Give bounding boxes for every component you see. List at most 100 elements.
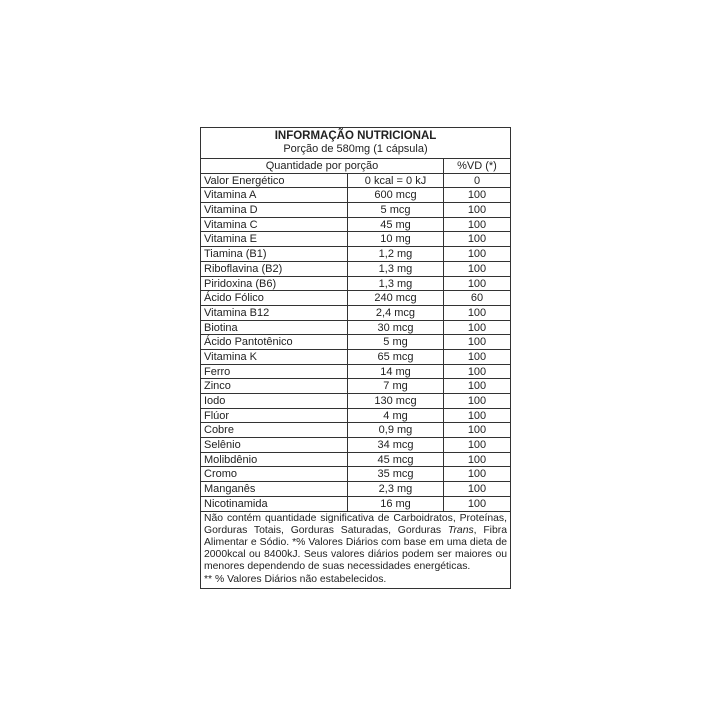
column-header-row: Quantidade por porção %VD (*)	[201, 159, 510, 174]
nutrient-row: Ácido Fólico 240 mcg 60	[201, 291, 510, 306]
nutrient-vd: 100	[467, 233, 487, 246]
nutrient-row: Vitamina A 600 mcg 100	[201, 188, 510, 204]
nutrient-vd: 100	[467, 483, 487, 496]
nutrient-vd: 100	[467, 409, 487, 422]
nutrient-row: Ácido Pantotênico 5 mg 100	[201, 335, 510, 350]
nutrient-row: Iodo 130 mcg 100	[201, 394, 510, 409]
nutrient-name: Biotina	[201, 320, 348, 335]
nutrient-row: Valor Energético 0 kcal = 0 kJ 0	[201, 173, 510, 189]
nutrient-row: Cromo 35 mcg 100	[201, 467, 510, 483]
nutrient-amount: 600 mcg	[348, 188, 444, 203]
nutrient-amount: 30 mcg	[348, 320, 444, 335]
nutrient-amount: 34 mcg	[348, 438, 444, 452]
nutrient-vd: 100	[467, 306, 487, 319]
nutrient-vd: 100	[467, 395, 487, 407]
nutrient-amount: 2,4 mcg	[348, 305, 444, 320]
title-block: INFORMAÇÃO NUTRICIONAL Porção de 580mg (…	[201, 128, 510, 159]
footnote-part1: Não contém quantidade significativa de C…	[204, 512, 507, 536]
nutrient-name: Zinco	[201, 379, 348, 393]
footnote-part3: ** % Valores Diários não estabelecidos.	[204, 573, 387, 585]
nutrient-amount: 14 mg	[348, 364, 444, 379]
nutrient-amount: 35 mcg	[348, 467, 444, 482]
nutrient-row: Cobre 0,9 mg 100	[201, 423, 510, 439]
nutrient-amount: 2,3 mg	[348, 482, 444, 496]
nutrient-amount: 65 mcg	[348, 349, 444, 364]
nutrient-row: Vitamina E 10 mg 100	[201, 232, 510, 248]
nutrient-vd: 0	[473, 174, 481, 187]
nutrient-row: Piridoxina (B6) 1,3 mg 100	[201, 276, 510, 292]
footnote-trans: Trans	[447, 524, 474, 536]
nutrient-name: Nicotinamida	[201, 496, 348, 511]
nutrient-name: Riboflavina (B2)	[201, 261, 348, 276]
nutrition-facts-table: INFORMAÇÃO NUTRICIONAL Porção de 580mg (…	[200, 127, 511, 589]
nutrient-name: Vitamina E	[201, 232, 348, 247]
footnote-part2: , Fibra Alimentar e Sódio. *% Valores Di…	[204, 524, 507, 573]
nutrient-name: Vitamina C	[201, 217, 348, 232]
vd-header: %VD (*)	[457, 160, 497, 172]
nutrient-name: Iodo	[201, 394, 348, 408]
nutrient-vd: 100	[467, 321, 487, 334]
nutrient-amount: 45 mcg	[348, 452, 444, 467]
nutrient-row: Ferro 14 mg 100	[201, 364, 510, 380]
nutrient-amount: 5 mcg	[348, 203, 444, 217]
nutrient-vd: 100	[467, 453, 487, 466]
nutrient-row: Zinco 7 mg 100	[201, 379, 510, 394]
nutrient-amount: 16 mg	[348, 496, 444, 511]
nutrient-row: Vitamina B12 2,4 mcg 100	[201, 305, 510, 321]
nutrient-row: Nicotinamida 16 mg 100	[201, 496, 510, 512]
nutrient-amount: 1,3 mg	[348, 276, 444, 291]
portion-text: Porção de 580mg (1 cápsula)	[283, 143, 428, 155]
nutrient-row: Vitamina K 65 mcg 100	[201, 349, 510, 365]
nutrient-name: Vitamina K	[201, 349, 348, 364]
nutrient-name: Valor Energético	[201, 173, 348, 188]
nutrient-vd: 100	[467, 365, 487, 378]
nutrient-name: Vitamina A	[201, 188, 348, 203]
footnote: Não contém quantidade significativa de C…	[201, 512, 510, 588]
nutrient-row: Selênio 34 mcg 100	[201, 438, 510, 453]
nutrient-row: Riboflavina (B2) 1,3 mg 100	[201, 261, 510, 277]
nutrient-amount: 45 mg	[348, 217, 444, 232]
nutrient-row: Flúor 4 mg 100	[201, 408, 510, 424]
nutrient-amount: 10 mg	[348, 232, 444, 247]
nutrient-vd: 100	[467, 424, 487, 437]
nutrient-amount: 5 mg	[348, 335, 444, 349]
nutrient-amount: 1,3 mg	[348, 261, 444, 276]
nutrient-vd: 100	[467, 189, 487, 202]
label-title: INFORMAÇÃO NUTRICIONAL	[274, 130, 437, 142]
nutrient-vd: 60	[470, 292, 484, 305]
nutrient-name: Ferro	[201, 364, 348, 379]
nutrient-amount: 240 mcg	[348, 291, 444, 305]
nutrient-amount: 0,9 mg	[348, 423, 444, 438]
nutrient-name: Vitamina D	[201, 203, 348, 217]
nutrient-vd: 100	[467, 468, 487, 481]
nutrient-amount: 7 mg	[348, 379, 444, 393]
nutrient-row: Molibdênio 45 mcg 100	[201, 452, 510, 468]
nutrient-amount: 130 mcg	[348, 394, 444, 408]
nutrient-name: Molibdênio	[201, 452, 348, 467]
nutrient-row: Vitamina C 45 mg 100	[201, 217, 510, 233]
nutrient-name: Flúor	[201, 408, 348, 423]
nutrient-vd: 100	[467, 380, 487, 393]
nutrient-vd: 100	[467, 277, 487, 290]
nutrient-vd: 100	[467, 204, 487, 217]
nutrient-row: Manganês 2,3 mg 100	[201, 482, 510, 497]
nutrient-vd: 100	[467, 248, 487, 261]
nutrient-name: Cobre	[201, 423, 348, 438]
nutrient-name: Ácido Pantotênico	[201, 335, 348, 349]
nutrient-name: Ácido Fólico	[201, 291, 348, 305]
nutrient-vd: 100	[467, 262, 487, 275]
nutrient-name: Vitamina B12	[201, 305, 348, 320]
nutrient-name: Tiamina (B1)	[201, 247, 348, 261]
nutrient-amount: 4 mg	[348, 408, 444, 423]
nutrient-amount: 1,2 mg	[348, 247, 444, 261]
quantity-header: Quantidade por porção	[201, 159, 444, 173]
nutrient-row: Biotina 30 mcg 100	[201, 320, 510, 336]
nutrient-vd: 100	[467, 497, 487, 510]
nutrient-name: Piridoxina (B6)	[201, 276, 348, 291]
nutrient-amount: 0 kcal = 0 kJ	[348, 173, 444, 188]
nutrient-name: Manganês	[201, 482, 348, 496]
nutrient-rows: Valor Energético 0 kcal = 0 kJ 0 Vitamina A…	[201, 173, 510, 512]
nutrient-vd: 100	[467, 350, 487, 363]
nutrient-vd: 100	[467, 439, 487, 452]
nutrient-vd: 100	[467, 218, 487, 231]
